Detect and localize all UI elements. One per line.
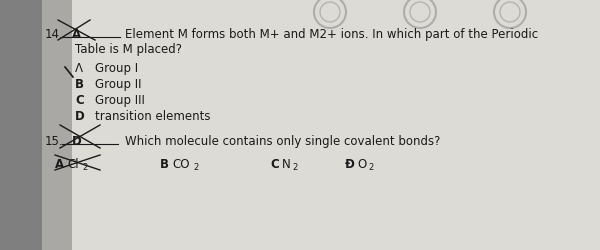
Text: 15.: 15. (45, 135, 64, 148)
Text: 2: 2 (368, 163, 373, 172)
Text: Which molecule contains only single covalent bonds?: Which molecule contains only single cova… (125, 135, 440, 148)
Text: A: A (55, 158, 64, 171)
Text: O: O (357, 158, 366, 171)
Text: N: N (282, 158, 291, 171)
Text: 2: 2 (193, 163, 198, 172)
Text: Table is M placed?: Table is M placed? (75, 43, 182, 56)
Text: 2: 2 (82, 163, 87, 172)
Text: Cl: Cl (67, 158, 79, 171)
Text: Group I: Group I (95, 62, 138, 75)
Text: Element M forms both M+ and M2+ ions. In which part of the Periodic: Element M forms both M+ and M2+ ions. In… (125, 28, 538, 41)
Text: 2: 2 (292, 163, 297, 172)
Text: transition elements: transition elements (95, 110, 211, 123)
Text: B: B (160, 158, 169, 171)
Text: Λ: Λ (75, 62, 83, 75)
Text: D: D (72, 135, 82, 148)
Text: A: A (72, 28, 81, 41)
Text: CO: CO (172, 158, 190, 171)
Text: Group III: Group III (95, 94, 145, 107)
FancyBboxPatch shape (42, 0, 600, 250)
Text: C: C (75, 94, 84, 107)
Text: C: C (270, 158, 279, 171)
Text: B: B (75, 78, 84, 91)
FancyBboxPatch shape (0, 0, 72, 250)
Text: Group II: Group II (95, 78, 142, 91)
Text: Đ: Đ (345, 158, 355, 171)
Text: 14.: 14. (45, 28, 64, 41)
Text: D: D (75, 110, 85, 123)
